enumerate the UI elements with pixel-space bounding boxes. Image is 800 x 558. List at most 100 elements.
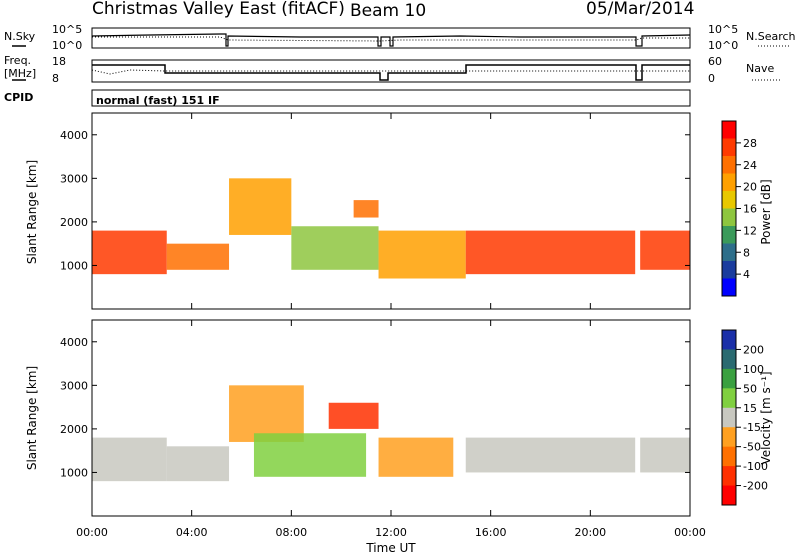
data-band — [253, 433, 367, 477]
colorbar-swatch — [722, 407, 736, 428]
x-tick-label: 00:00 — [674, 526, 706, 539]
colorbar-swatch — [722, 261, 736, 279]
colorbar-tick-label: 28 — [743, 137, 757, 150]
y-tick-label: 2000 — [60, 423, 88, 436]
colorbar-tick-label: 12 — [743, 224, 757, 237]
colorbar-swatch — [722, 427, 736, 448]
colorbar-swatch — [722, 368, 736, 389]
colorbar-tick-label: -50 — [743, 441, 761, 454]
noise-left-tick-top: 10^5 — [52, 23, 82, 36]
x-tick-label: 00:00 — [76, 526, 108, 539]
x-tick-label: 04:00 — [176, 526, 208, 539]
cpid-label: CPID — [4, 91, 33, 104]
colorbar-swatch — [722, 446, 736, 467]
power-colorbar-label: Power [dB] — [759, 179, 773, 244]
data-band — [229, 178, 292, 235]
data-band — [291, 226, 379, 270]
data-band — [92, 230, 167, 275]
colorbar-tick-label: 24 — [743, 159, 757, 172]
noise-right-tick-bottom: 10^0 — [708, 39, 738, 52]
colorbar-tick-label: -200 — [743, 480, 768, 493]
data-band — [640, 437, 690, 473]
data-band — [166, 243, 230, 270]
noise-right-tick-top: 10^5 — [708, 23, 738, 36]
power-colorbar: 28 24 20 16 12 8 4 — [721, 120, 757, 297]
data-band — [378, 437, 454, 477]
freq-right-tick-top: 60 — [708, 55, 722, 68]
colorbar-tick-label: 15 — [743, 402, 757, 415]
velocity-data-layer — [92, 385, 690, 482]
colorbar-tick-label: -100 — [743, 460, 768, 473]
colorbar-swatch — [722, 243, 736, 262]
colorbar-swatch — [722, 208, 736, 227]
velocity-ylabel: Slant Range [km] — [25, 366, 39, 470]
colorbar-frame — [721, 329, 737, 506]
data-band — [640, 230, 690, 270]
x-tick-label: 20:00 — [574, 526, 606, 539]
colorbar-swatch — [722, 191, 736, 209]
colorbar-tick-label: 100 — [743, 363, 764, 376]
y-tick-label: 2000 — [60, 216, 88, 229]
velocity-colorbar-label: Velocity [m s⁻¹] — [759, 371, 773, 464]
colorbar-swatch — [722, 466, 736, 487]
power-panel: 1000 2000 3000 4000 Slant Range [km] — [25, 112, 691, 310]
freq-right-tick-bottom: 0 — [708, 72, 715, 85]
velocity-panel: 1000 2000 3000 4000 Slant Range [km] — [25, 319, 691, 517]
cpid-value: normal (fast) 151 IF — [96, 94, 220, 107]
data-band — [353, 200, 379, 218]
velocity-colorbar: 200 100 50 15 -15 -50 -100 -200 — [721, 329, 768, 506]
nsky-label: N.Sky — [4, 30, 36, 43]
colorbar-tick-label: 4 — [743, 268, 750, 281]
colorbar-swatch — [722, 138, 736, 157]
data-band — [328, 402, 379, 429]
power-y-axis: 1000 2000 3000 4000 — [60, 129, 690, 272]
nsearch-label: N.Search — [746, 30, 796, 43]
cpid-panel — [91, 89, 691, 107]
data-band — [92, 437, 167, 482]
data-band — [229, 385, 304, 442]
freq-left-tick-top: 18 — [52, 55, 66, 68]
freq-label-1: Freq. — [4, 54, 31, 67]
colorbar-swatch — [722, 330, 736, 350]
colorbar-tick-label: 200 — [743, 343, 764, 356]
colorbar-swatch — [722, 173, 736, 192]
x-tick-label: 08:00 — [275, 526, 307, 539]
colorbar-swatch — [722, 485, 736, 506]
data-band — [378, 230, 466, 279]
y-tick-label: 4000 — [60, 336, 88, 349]
velocity-y-axis: 1000 2000 3000 4000 — [60, 336, 690, 479]
data-band — [465, 437, 636, 473]
colorbar-tick-label: 16 — [743, 203, 757, 216]
beam-title: Beam 10 — [350, 1, 426, 21]
noise-panel: N.Sky N.Search 10^5 10^0 10^5 10^0 — [4, 23, 796, 52]
y-tick-label: 1000 — [60, 466, 88, 479]
x-tick-label: 16:00 — [475, 526, 507, 539]
power-data-layer — [92, 178, 690, 279]
colorbar-swatch — [722, 349, 736, 370]
colorbar-tick-label: 20 — [743, 181, 757, 194]
time-axis: 00:00 04:00 08:00 12:00 16:00 20:00 00:00 — [76, 113, 706, 539]
station-title: Christmas Valley East (fitACF) — [92, 0, 345, 19]
freq-panel: Freq. [MHz] Nave 18 8 60 0 — [4, 54, 780, 85]
y-tick-label: 4000 — [60, 129, 88, 142]
date-title: 05/Mar/2014 — [586, 0, 694, 19]
x-tick-label: 12:00 — [375, 526, 407, 539]
colorbar-swatch — [722, 226, 736, 244]
colorbar-swatch — [722, 278, 736, 297]
colorbar-swatch — [722, 388, 736, 409]
y-tick-label: 3000 — [60, 172, 88, 185]
y-tick-label: 3000 — [60, 379, 88, 392]
data-band — [465, 230, 636, 275]
colorbar-swatch — [722, 121, 736, 139]
freq-label-2: [MHz] — [4, 67, 36, 80]
nave-label: Nave — [746, 62, 774, 75]
noise-left-tick-bottom: 10^0 — [52, 39, 82, 52]
colorbar-tick-label: 50 — [743, 382, 757, 395]
colorbar-tick-label: -15 — [743, 421, 761, 434]
freq-left-tick-bottom: 8 — [52, 72, 59, 85]
y-tick-label: 1000 — [60, 259, 88, 272]
power-ylabel: Slant Range [km] — [25, 160, 39, 264]
data-band — [166, 446, 230, 482]
colorbar-tick-label: 8 — [743, 246, 750, 259]
